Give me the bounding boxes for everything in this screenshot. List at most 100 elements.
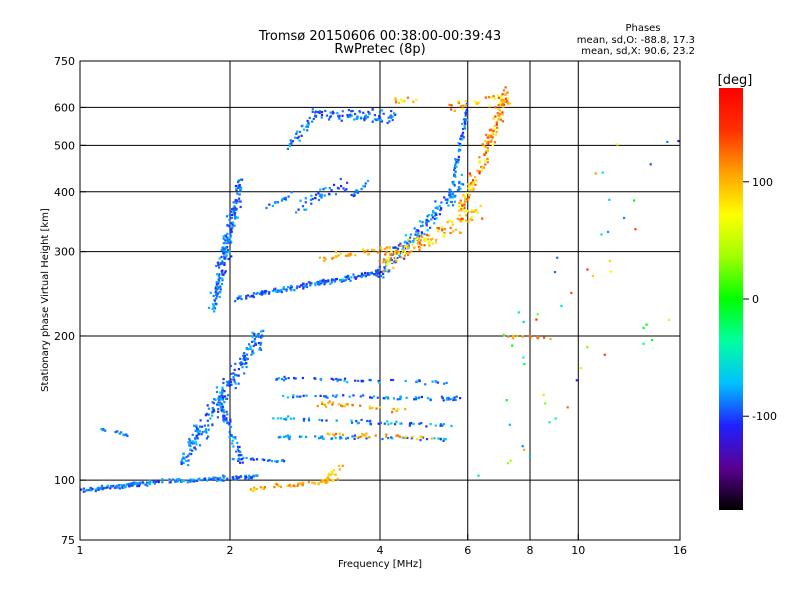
data-point bbox=[299, 199, 302, 202]
data-point bbox=[342, 187, 345, 190]
data-point bbox=[420, 231, 423, 234]
data-point bbox=[634, 228, 637, 231]
data-point bbox=[394, 246, 397, 249]
data-point bbox=[286, 484, 289, 487]
data-point bbox=[379, 421, 382, 424]
data-point bbox=[181, 479, 184, 483]
data-point bbox=[235, 200, 238, 203]
data-point bbox=[245, 456, 248, 460]
data-point bbox=[220, 262, 223, 265]
data-point bbox=[349, 115, 352, 118]
data-point bbox=[216, 288, 219, 291]
data-point bbox=[303, 208, 306, 211]
data-point bbox=[401, 252, 404, 255]
data-point bbox=[464, 197, 467, 200]
data-point bbox=[236, 445, 240, 448]
data-point bbox=[396, 256, 399, 260]
data-point bbox=[152, 479, 155, 482]
data-point bbox=[460, 202, 463, 205]
data-point bbox=[259, 343, 262, 346]
data-point bbox=[371, 248, 374, 251]
data-point bbox=[230, 240, 233, 243]
data-point bbox=[276, 201, 279, 204]
data-point bbox=[211, 424, 214, 427]
data-point bbox=[215, 297, 218, 300]
data-point bbox=[548, 421, 551, 424]
data-point bbox=[217, 278, 220, 281]
data-point bbox=[290, 288, 293, 291]
data-point bbox=[378, 114, 381, 118]
data-point bbox=[96, 488, 99, 491]
data-point bbox=[408, 251, 411, 254]
data-point bbox=[458, 202, 461, 205]
data-point bbox=[222, 420, 225, 423]
data-point bbox=[285, 417, 288, 420]
data-point bbox=[196, 427, 199, 430]
data-point bbox=[245, 295, 248, 298]
data-point bbox=[530, 335, 533, 338]
data-point bbox=[201, 479, 204, 482]
data-point bbox=[100, 427, 103, 431]
data-point bbox=[340, 280, 343, 283]
data-point bbox=[399, 422, 402, 425]
data-point bbox=[456, 188, 459, 192]
data-point bbox=[451, 196, 454, 199]
data-point bbox=[274, 460, 277, 463]
data-point bbox=[352, 394, 355, 397]
data-point bbox=[381, 437, 384, 441]
data-point bbox=[445, 398, 448, 401]
data-point bbox=[486, 157, 489, 161]
data-point bbox=[327, 280, 330, 283]
data-point bbox=[421, 221, 424, 224]
data-point bbox=[101, 485, 104, 488]
data-point bbox=[323, 259, 326, 263]
data-point bbox=[207, 306, 211, 309]
data-point bbox=[121, 484, 125, 487]
data-point bbox=[232, 372, 235, 375]
data-point bbox=[391, 408, 394, 411]
data-point bbox=[181, 458, 184, 461]
data-point bbox=[431, 242, 434, 245]
data-point bbox=[371, 406, 374, 410]
data-point bbox=[418, 379, 421, 382]
data-point bbox=[234, 300, 237, 303]
data-point bbox=[416, 380, 419, 383]
data-point bbox=[261, 335, 264, 338]
data-point bbox=[205, 412, 208, 415]
data-point bbox=[238, 445, 241, 449]
data-point bbox=[217, 263, 220, 266]
data-point bbox=[464, 119, 467, 122]
data-point bbox=[522, 320, 525, 323]
data-point bbox=[421, 235, 424, 238]
data-point bbox=[237, 458, 240, 461]
data-point bbox=[481, 166, 484, 169]
data-point bbox=[369, 379, 372, 382]
data-point bbox=[443, 437, 446, 441]
data-point bbox=[104, 486, 107, 489]
data-point bbox=[396, 247, 400, 250]
data-point bbox=[226, 251, 229, 254]
data-point bbox=[231, 225, 234, 228]
data-point bbox=[417, 232, 420, 235]
data-point bbox=[146, 481, 149, 484]
data-point bbox=[350, 419, 353, 422]
data-point bbox=[328, 478, 331, 481]
data-point bbox=[506, 91, 509, 94]
data-point bbox=[503, 100, 506, 103]
data-point bbox=[465, 102, 468, 105]
data-point bbox=[218, 280, 221, 283]
data-point bbox=[227, 240, 230, 243]
data-point bbox=[295, 132, 298, 135]
data-point bbox=[523, 448, 526, 451]
data-point bbox=[332, 469, 336, 472]
data-point bbox=[233, 380, 236, 383]
data-point bbox=[579, 367, 582, 370]
data-point bbox=[353, 276, 356, 279]
data-point bbox=[341, 464, 344, 467]
data-point bbox=[322, 479, 326, 482]
data-point bbox=[343, 377, 347, 380]
data-point bbox=[280, 199, 284, 202]
data-point bbox=[322, 188, 325, 191]
data-point bbox=[207, 428, 210, 431]
